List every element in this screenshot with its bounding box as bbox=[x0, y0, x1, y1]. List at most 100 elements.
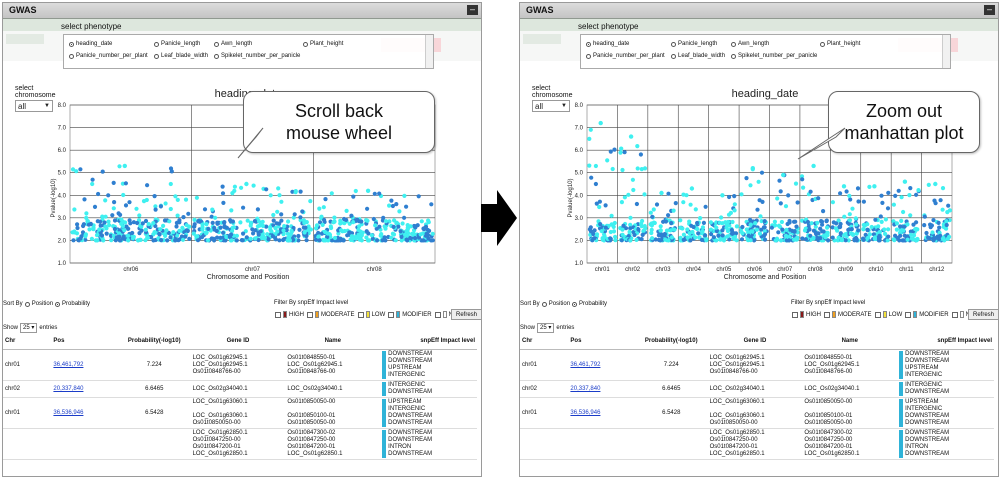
radio-plant-height[interactable]: Plant_height bbox=[303, 41, 343, 47]
column-header[interactable]: Probability(-log10) bbox=[634, 333, 708, 350]
peak-point bbox=[365, 188, 371, 193]
table-row[interactable]: chr01 36,461,792 7.224 LOC_Os01g62945.1 LOC_… bbox=[3, 349, 477, 381]
filter-checkbox[interactable] bbox=[824, 311, 830, 318]
minimize-button[interactable]: – bbox=[984, 5, 995, 15]
filter-checkbox[interactable] bbox=[275, 311, 281, 318]
filter-checkbox[interactable] bbox=[307, 311, 313, 318]
refresh-button[interactable]: Refresh bbox=[968, 309, 998, 320]
filter-checkbox[interactable] bbox=[874, 311, 881, 318]
position-link[interactable]: 36,461,792 bbox=[53, 362, 84, 368]
data-point bbox=[306, 224, 311, 229]
data-point bbox=[364, 229, 369, 234]
radio-label: Plant_height bbox=[310, 41, 344, 47]
probability-cell bbox=[117, 428, 191, 460]
data-point bbox=[787, 238, 792, 243]
radio-heading-date[interactable]: heading_date bbox=[586, 41, 629, 47]
y-tick-label: 3.0 bbox=[575, 216, 584, 222]
data-point bbox=[70, 167, 76, 172]
radio-spikelet-number[interactable]: Spikelet_number_per_panicle bbox=[731, 53, 817, 59]
filter-checkbox[interactable] bbox=[792, 311, 798, 318]
column-header[interactable]: snpEff Impact level bbox=[380, 333, 477, 350]
data-point bbox=[613, 234, 618, 239]
data-point bbox=[353, 188, 358, 194]
data-point bbox=[664, 228, 670, 233]
column-header[interactable]: snpEff Impact level bbox=[897, 333, 994, 350]
filter-label: MODIFIER bbox=[402, 311, 432, 318]
position-link[interactable]: 20,337,840 bbox=[570, 386, 601, 392]
filter-checkbox[interactable] bbox=[434, 311, 441, 318]
data-point bbox=[181, 215, 186, 220]
data-point bbox=[159, 238, 164, 243]
data-point bbox=[143, 227, 148, 232]
data-point bbox=[659, 233, 664, 239]
data-point bbox=[75, 225, 80, 231]
data-point bbox=[184, 228, 189, 233]
position-link[interactable]: 36,536,946 bbox=[53, 410, 84, 416]
data-point bbox=[883, 217, 888, 222]
position-link[interactable]: 36,536,946 bbox=[570, 410, 601, 416]
filter-checkbox[interactable] bbox=[951, 311, 958, 318]
filter-checkbox[interactable] bbox=[357, 311, 364, 318]
radio-panicle-number[interactable]: Panicle_number_per_plant bbox=[586, 53, 665, 59]
table-row[interactable]: LOC_Os01g62850.1 Os01t0847250-00 Os01t0847… bbox=[520, 428, 994, 460]
radio-heading-date[interactable]: heading_date bbox=[69, 41, 112, 47]
column-header[interactable]: Name bbox=[802, 333, 898, 350]
radio-spikelet-number[interactable]: Spikelet_number_per_panicle bbox=[214, 53, 300, 59]
phenotype-scrollbar[interactable] bbox=[942, 35, 950, 68]
column-header[interactable]: Gene ID bbox=[707, 333, 803, 350]
column-header[interactable]: Probability(-log10) bbox=[117, 333, 191, 350]
radio-awn-length[interactable]: Awn_length bbox=[731, 41, 769, 47]
data-point bbox=[846, 238, 851, 243]
data-point bbox=[598, 222, 603, 227]
column-header[interactable]: Pos bbox=[51, 333, 118, 350]
minimize-button[interactable]: – bbox=[467, 5, 478, 15]
x-tick-label: chr01 bbox=[595, 267, 611, 273]
data-point bbox=[894, 227, 899, 232]
table-row[interactable]: LOC_Os01g62850.1 Os01t0847250-00 Os01t0847… bbox=[3, 428, 477, 460]
data-point bbox=[816, 196, 821, 201]
sort-probability-radio[interactable]: Probability bbox=[55, 301, 90, 307]
column-header[interactable]: Chr bbox=[520, 333, 569, 350]
chromosome-select[interactable]: all ▼ bbox=[15, 100, 53, 112]
data-point bbox=[119, 221, 124, 226]
manhattan-plot[interactable]: heading_date Pvalue(-log10) Chromosome a… bbox=[520, 83, 992, 283]
sort-position-radio[interactable]: Position bbox=[24, 301, 53, 307]
refresh-button[interactable]: Refresh bbox=[451, 309, 481, 320]
column-header[interactable]: Pos bbox=[568, 333, 635, 350]
table-row[interactable]: chr01 36,536,946 6.5428 LOC_Os01g63060.1 LO… bbox=[3, 397, 477, 429]
filter-checkbox[interactable] bbox=[905, 311, 912, 318]
gene-id-cell: LOC_Os01g63060.1 LOC_Os01g63060.1 Os01t08… bbox=[707, 397, 803, 429]
position-link[interactable]: 20,337,840 bbox=[53, 386, 84, 392]
radio-leaf-blade-width[interactable]: Leaf_blade_width bbox=[154, 53, 208, 59]
column-header[interactable]: Chr bbox=[3, 333, 52, 350]
data-point bbox=[215, 235, 220, 240]
table-row[interactable]: chr01 36,461,792 7.224 LOC_Os01g62945.1 LOC_… bbox=[520, 349, 994, 381]
phenotype-scrollbar[interactable] bbox=[425, 35, 433, 68]
radio-panicle-number[interactable]: Panicle_number_per_plant bbox=[69, 53, 148, 59]
chromosome-select[interactable]: all ▼ bbox=[532, 100, 570, 112]
radio-plant-height[interactable]: Plant_height bbox=[820, 41, 860, 47]
position-link[interactable]: 36,461,792 bbox=[570, 362, 601, 368]
entries-select[interactable]: 25 ▾ bbox=[537, 323, 555, 333]
peak-point bbox=[244, 181, 249, 187]
data-point bbox=[778, 189, 783, 194]
radio-panicle-length[interactable]: Panicle_length bbox=[154, 41, 200, 47]
column-header[interactable]: Name bbox=[285, 333, 381, 350]
table-row[interactable]: chr02 20,337,840 6.6465 LOC_Os02g34040.1 LOC… bbox=[520, 380, 994, 398]
radio-panicle-length[interactable]: Panicle_length bbox=[671, 41, 717, 47]
table-row[interactable]: chr02 20,337,840 6.6465 LOC_Os02g34040.1 LOC… bbox=[3, 380, 477, 398]
sort-probability-radio[interactable]: Probability bbox=[572, 301, 607, 307]
radio-leaf-blade-width[interactable]: Leaf_blade_width bbox=[671, 53, 725, 59]
x-tick-label: chr06 bbox=[123, 267, 139, 273]
data-point bbox=[111, 180, 116, 185]
table-row[interactable]: chr01 36,536,946 6.5428 LOC_Os01g63060.1 LO… bbox=[520, 397, 994, 429]
data-point bbox=[186, 211, 191, 216]
x-tick-label: chr10 bbox=[868, 267, 884, 273]
entries-select[interactable]: 25 ▾ bbox=[20, 323, 38, 333]
data-point bbox=[110, 213, 115, 218]
sort-position-radio[interactable]: Position bbox=[541, 301, 570, 307]
filter-checkbox[interactable] bbox=[388, 311, 395, 318]
data-point bbox=[81, 223, 86, 229]
column-header[interactable]: Gene ID bbox=[190, 333, 286, 350]
radio-awn-length[interactable]: Awn_length bbox=[214, 41, 252, 47]
